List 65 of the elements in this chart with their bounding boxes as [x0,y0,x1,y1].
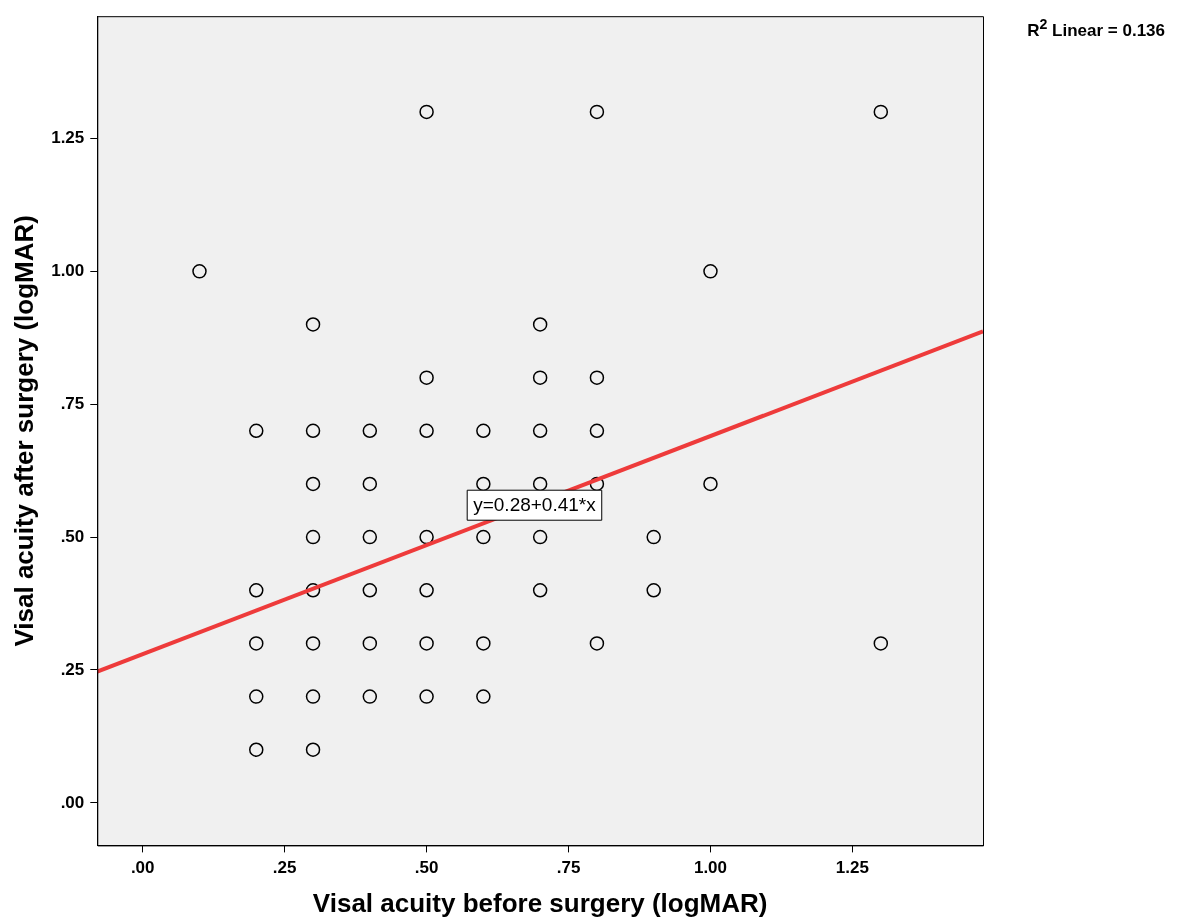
annotation: y=0.28+0.41*x [473,494,597,516]
y-axis-title: Visal acuity after surgery (logMAR) [8,215,39,647]
point [419,370,434,385]
x-axis-title: Visal acuity before surgery (logMAR) [312,887,768,918]
point [419,689,434,704]
point [589,370,605,385]
x-tick-label: 1.25 [835,858,869,878]
point [305,317,321,332]
point [249,742,264,757]
x-tick-label: .50 [414,858,439,878]
point [419,423,434,439]
point [362,689,378,704]
point [362,636,378,651]
x-tick-label: .00 [130,858,155,878]
x-tick-label: 1.00 [693,858,728,878]
y-tick-label: .25 [60,659,85,679]
point [703,264,718,279]
point [305,636,321,651]
point [305,583,321,598]
point [362,476,378,492]
x-tick-label: .75 [556,858,581,878]
point [589,636,605,651]
point [476,476,491,492]
y-tick-label: .75 [60,393,85,413]
point [532,317,548,332]
point [589,104,605,120]
point [532,476,548,492]
point [249,689,264,704]
point [192,264,207,279]
point [873,104,889,120]
y-tick-label: .00 [60,792,85,812]
point [305,529,321,545]
x-tick-label: .25 [272,858,297,878]
point [532,370,548,385]
point [476,636,491,651]
point [249,423,264,439]
point [362,423,378,439]
point [646,583,661,598]
point [703,476,718,492]
y-tick-label: .50 [60,526,85,546]
point [476,689,491,704]
point [362,583,378,598]
point [589,423,605,439]
point [305,689,321,704]
y-tick-label: 1.25 [51,128,85,148]
point [249,583,264,598]
point [419,583,434,598]
point [419,104,434,120]
point [249,636,264,651]
point [589,476,605,492]
point [419,636,434,651]
point [476,423,491,439]
text: R$^{2}$ Linear = 0.136 [1027,16,1165,41]
point [476,529,491,545]
point [305,476,321,492]
point [305,742,321,757]
point [532,423,548,439]
point [646,529,661,545]
point [305,423,321,439]
point [532,529,548,545]
y-tick-label: 1.00 [51,261,85,281]
point [362,529,378,545]
point [873,636,889,651]
point [419,529,434,545]
point [532,583,548,598]
